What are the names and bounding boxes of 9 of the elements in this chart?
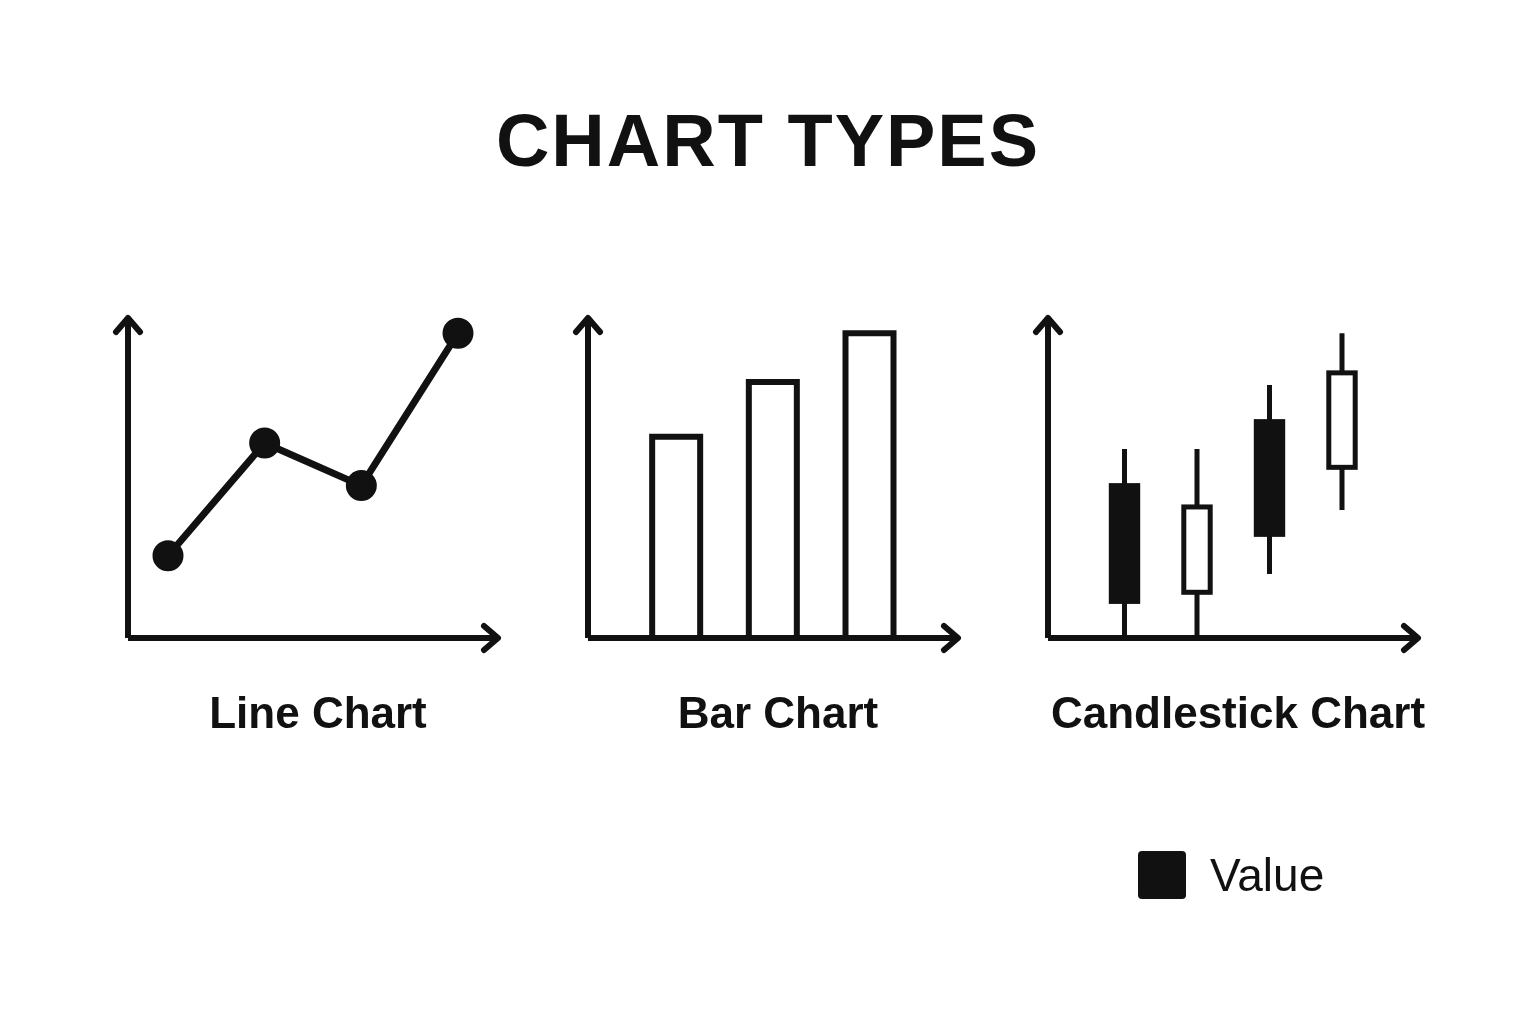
point	[345, 470, 377, 502]
point	[249, 427, 281, 459]
x-axis-title: Line Chart	[208, 688, 428, 738]
point	[442, 317, 474, 349]
text: CHART TYPES	[494, 98, 1042, 183]
x-axis-title: Bar Chart	[676, 688, 880, 738]
x-axis-title: Candlestick Chart	[1049, 688, 1427, 738]
legend-label: Value	[1210, 848, 1325, 902]
point	[152, 540, 184, 572]
